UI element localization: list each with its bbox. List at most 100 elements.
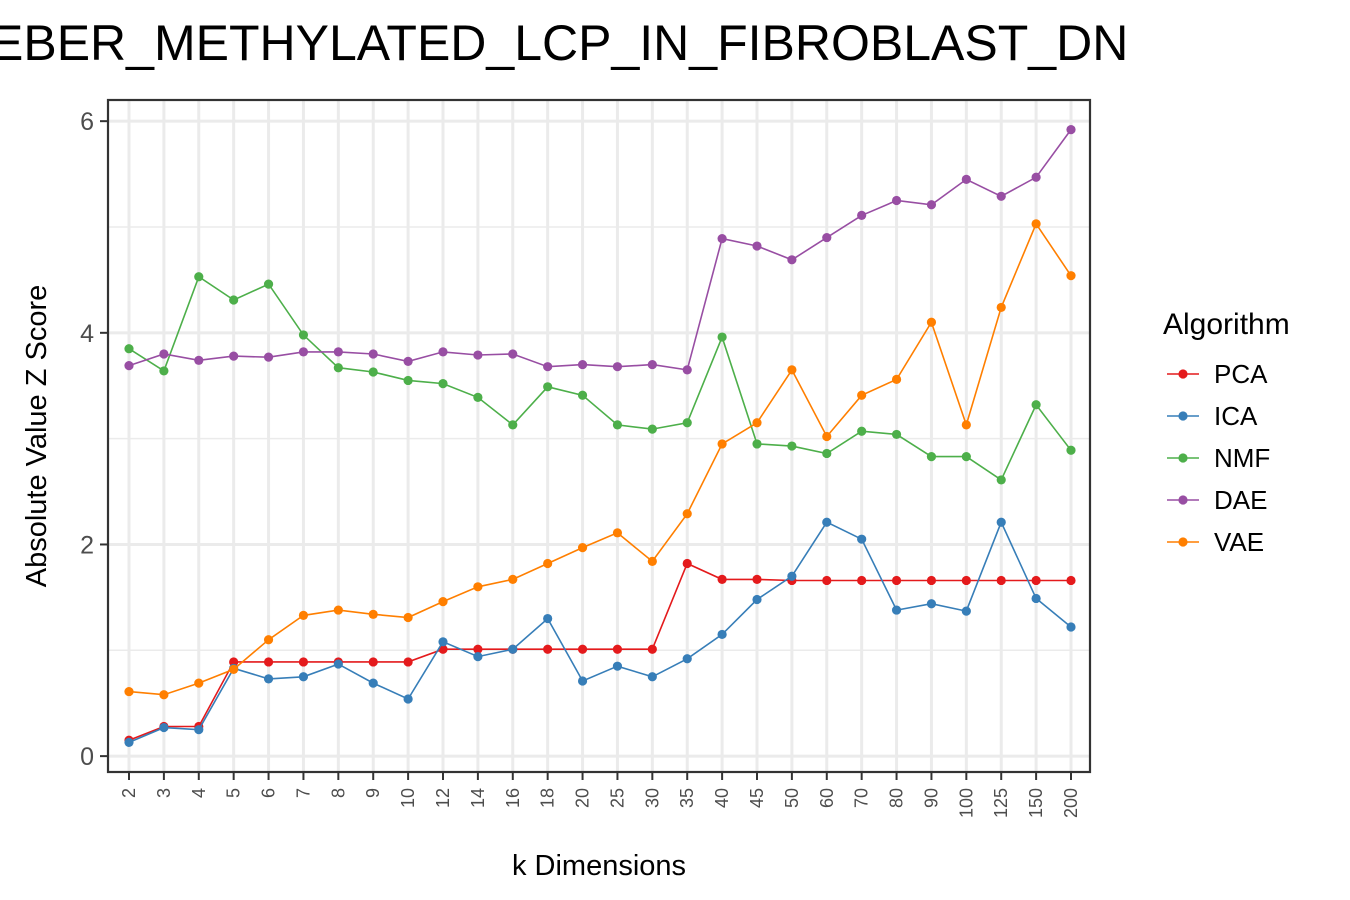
legend-label: NMF (1214, 443, 1270, 473)
data-point-dae (1066, 125, 1076, 135)
data-point-ica (682, 654, 692, 664)
data-point-dae (857, 210, 867, 220)
data-point-nmf (543, 382, 553, 392)
data-point-dae (787, 255, 797, 265)
data-point-ica (857, 534, 867, 544)
data-point-nmf (194, 272, 204, 282)
legend-label: ICA (1214, 401, 1258, 431)
plot-panel (108, 100, 1090, 772)
y-tick-label: 0 (80, 743, 94, 771)
data-point-vae (682, 509, 692, 519)
data-point-nmf (857, 426, 867, 436)
series-line-pca (128, 562, 1071, 742)
data-point-vae (717, 439, 727, 449)
data-point-vae (996, 302, 1006, 313)
data-point-ica (543, 613, 553, 624)
x-tick-label: 70 (852, 788, 872, 808)
series-dae (124, 125, 1076, 375)
data-point-pca (577, 644, 588, 654)
x-axis-title: k Dimensions (512, 850, 686, 882)
data-point-pca (996, 575, 1006, 586)
data-point-pca (298, 657, 309, 667)
data-point-nmf (333, 363, 343, 373)
series-vae (124, 219, 1076, 700)
data-point-vae (926, 317, 937, 327)
data-point-dae (473, 350, 483, 360)
data-point-vae (159, 690, 169, 700)
data-point-nmf (647, 424, 657, 434)
data-point-ica (1066, 622, 1076, 632)
x-tick-label: 35 (677, 788, 697, 808)
data-point-nmf (961, 452, 971, 462)
data-point-nmf (508, 420, 518, 430)
legend-item-nmf: NMF (1167, 443, 1270, 473)
x-tick-label: 25 (607, 788, 627, 808)
data-point-nmf (1031, 400, 1041, 410)
x-tick-label: 14 (468, 788, 488, 808)
series-line-vae (128, 222, 1072, 696)
x-tick-label: 5 (224, 788, 244, 798)
data-point-pca (822, 575, 832, 586)
data-point-ica (822, 517, 832, 527)
x-tick-label: 30 (642, 788, 662, 808)
x-tick-label: 16 (503, 788, 523, 808)
data-point-dae (263, 352, 274, 362)
legend-key-point (1178, 369, 1188, 379)
data-point-pca (961, 575, 971, 586)
legend-label: DAE (1214, 485, 1267, 515)
x-tick-label: 9 (363, 788, 383, 798)
data-point-dae (752, 241, 762, 251)
x-tick-label: 150 (1026, 788, 1046, 818)
chart-title: EBER_METHYLATED_LCP_IN_FIBROBLAST_DN (0, 8, 1350, 78)
data-point-ica (752, 594, 762, 605)
data-point-nmf (438, 379, 448, 389)
data-point-vae (787, 365, 797, 375)
data-point-ica (194, 725, 204, 735)
data-point-dae (961, 174, 971, 184)
data-point-ica (159, 722, 169, 733)
data-point-pca (473, 644, 483, 654)
x-tick-label: 100 (956, 788, 976, 818)
data-point-vae (1066, 271, 1076, 281)
data-point-nmf (752, 439, 762, 449)
legend-key-point (1178, 495, 1188, 505)
data-point-nmf (473, 392, 483, 402)
data-point-dae (229, 351, 239, 361)
x-tick-label: 60 (817, 788, 837, 808)
legend-key-point (1178, 537, 1188, 547)
legend-item-pca: PCA (1167, 359, 1268, 389)
series-ica (124, 517, 1076, 747)
data-point-ica (926, 599, 937, 609)
data-point-dae (124, 361, 134, 371)
x-tick-label: 200 (1061, 788, 1081, 818)
data-point-ica (612, 661, 623, 671)
legend-key-point (1178, 453, 1188, 463)
data-point-ica (1031, 593, 1041, 604)
data-point-pca (891, 575, 902, 586)
data-point-ica (438, 637, 448, 647)
data-point-nmf (926, 452, 937, 462)
x-tick-label: 80 (887, 788, 907, 808)
data-point-pca (717, 574, 727, 584)
data-point-pca (1066, 575, 1076, 586)
data-point-ica (891, 605, 902, 615)
data-point-vae (263, 635, 274, 645)
data-point-dae (612, 362, 623, 372)
series-line-nmf (128, 275, 1072, 482)
data-point-dae (298, 347, 309, 357)
data-point-nmf (1066, 445, 1076, 455)
data-point-ica (473, 652, 483, 662)
data-point-ica (124, 737, 134, 747)
x-tick-label: 6 (259, 788, 279, 798)
chart-title-text: EBER_METHYLATED_LCP_IN_FIBROBLAST_DN (0, 15, 1129, 71)
data-point-ica (996, 517, 1006, 527)
data-point-pca (368, 657, 378, 667)
data-point-vae (1031, 219, 1041, 229)
data-point-pca (612, 644, 623, 654)
data-point-vae (647, 556, 657, 567)
data-point-dae (403, 356, 413, 366)
data-point-vae (473, 582, 483, 592)
data-point-vae (194, 678, 204, 688)
